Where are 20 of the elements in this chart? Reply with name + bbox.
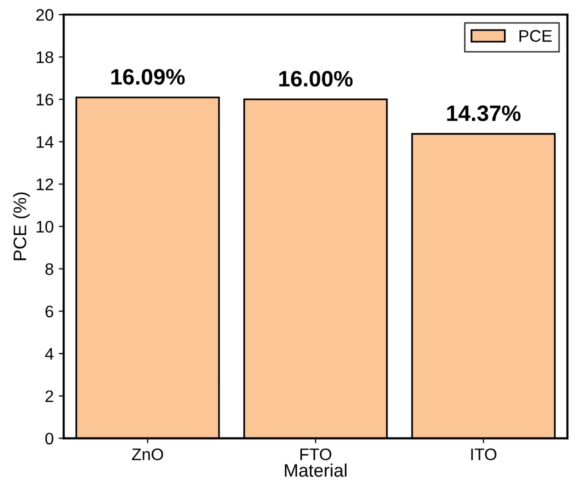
data-label: 16.09%: [111, 68, 185, 85]
y-tick-label: 16: [36, 94, 54, 106]
x-tick-label: ITO: [471, 448, 496, 460]
y-tick-label: 8: [45, 263, 54, 276]
y-axis-title: PCE (%): [13, 192, 30, 260]
y-tick-label: 18: [36, 51, 54, 64]
x-tick-label: FTO: [300, 448, 332, 460]
y-tick-label: 2: [46, 390, 54, 402]
y-tick-label: 0: [45, 432, 54, 445]
legend-label: PCE: [520, 30, 552, 42]
data-label: 16.00%: [279, 70, 353, 87]
y-tick-label: 6: [46, 306, 54, 318]
y-tick-label: 10: [36, 220, 54, 233]
y-tick-label: 14: [36, 136, 54, 148]
x-axis-title: Material: [284, 464, 346, 477]
y-tick-label: 12: [36, 178, 54, 190]
y-tick-label: 4: [45, 348, 54, 360]
x-tick-label: ZnO: [132, 448, 164, 460]
data-label: 14.37%: [447, 105, 521, 122]
y-tick-label: 20: [36, 9, 54, 21]
